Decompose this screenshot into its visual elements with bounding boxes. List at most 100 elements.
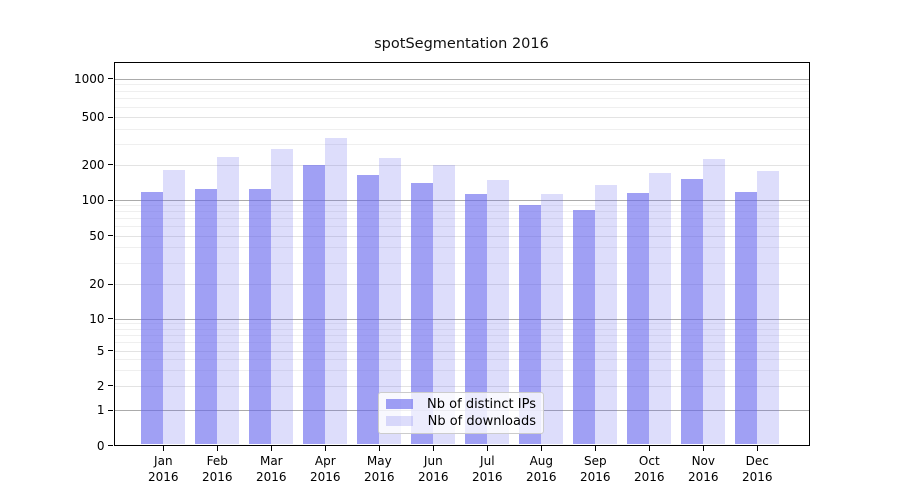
x-tick-label: Nov 2016 [673, 453, 733, 486]
bar-distinct-ips [681, 179, 704, 445]
gridline [114, 117, 809, 118]
legend-label-distinct-ips: Nb of distinct IPs [427, 396, 536, 412]
y-tick-mark [108, 385, 113, 387]
bar-downloads [379, 157, 402, 445]
gridline [114, 370, 809, 371]
x-tick-year: 2016 [364, 470, 395, 484]
plot-area [113, 62, 810, 446]
x-tick-month: Apr [314, 453, 336, 468]
gridline [114, 200, 809, 201]
x-tick-mark [648, 445, 650, 451]
x-tick-month: Jan [154, 453, 173, 468]
gridline [114, 128, 809, 130]
x-tick-year: 2016 [742, 470, 773, 484]
bar-distinct-ips [249, 189, 272, 445]
bar-downloads [487, 180, 510, 445]
bar-downloads [757, 171, 780, 445]
bar-distinct-ips [573, 209, 596, 445]
bar-distinct-ips [141, 191, 164, 445]
y-tick-mark [108, 318, 113, 320]
x-tick-month: Aug [529, 453, 554, 468]
y-tick-label: 500 [81, 110, 105, 124]
x-tick-year: 2016 [418, 470, 449, 484]
gridline [114, 385, 809, 387]
gridline [114, 318, 809, 320]
y-tick-label: 0 [96, 438, 105, 453]
bar-distinct-ips [627, 192, 650, 445]
x-tick-month: Nov [691, 453, 715, 468]
gridline [114, 164, 809, 166]
gridline [114, 90, 809, 92]
x-tick-mark [594, 445, 596, 451]
bar-distinct-ips [195, 188, 218, 445]
legend-swatch-distinct-ips [386, 399, 413, 409]
chart-title: spotSegmentation 2016 [374, 36, 549, 52]
y-tick-mark [108, 350, 113, 352]
y-tick-mark [108, 116, 113, 118]
gridline [114, 328, 809, 330]
x-tick-label: Aug 2016 [511, 453, 571, 486]
x-tick-year: 2016 [310, 470, 341, 484]
gridline [114, 235, 809, 237]
y-tick-mark [108, 283, 113, 285]
legend: Nb of distinct IPs Nb of downloads [378, 391, 544, 434]
bar-distinct-ips [411, 182, 434, 445]
gridline [114, 98, 809, 100]
x-tick-label: Oct 2016 [619, 453, 679, 486]
x-tick-mark [432, 445, 434, 451]
x-tick-month: Jun [423, 453, 443, 468]
x-tick-year: 2016 [202, 470, 233, 484]
gridline [114, 218, 809, 220]
gridline [114, 334, 809, 336]
y-tick-label: 5 [96, 343, 105, 358]
gridline [114, 323, 809, 325]
x-tick-label: Jul 2016 [457, 453, 517, 486]
y-tick-mark [108, 445, 113, 447]
y-tick-label: 200 [81, 157, 105, 172]
x-tick-month: Oct [638, 453, 660, 468]
bar-distinct-ips [465, 194, 488, 445]
bar-downloads [433, 164, 456, 445]
gridline [114, 84, 809, 86]
x-tick-mark [216, 445, 218, 451]
bar-downloads [703, 159, 726, 445]
y-tick-mark [108, 78, 113, 80]
x-tick-mark [486, 445, 488, 451]
gridline [114, 342, 809, 344]
gridline [114, 78, 809, 80]
bar-downloads [541, 194, 564, 445]
gridline [114, 211, 809, 213]
x-tick-label: Jun 2016 [403, 453, 463, 486]
gridline [114, 247, 809, 249]
gridline [114, 205, 809, 207]
gridline [114, 226, 809, 228]
y-tick-mark [108, 199, 113, 201]
gridline [114, 284, 809, 285]
x-tick-month: May [366, 453, 392, 468]
x-tick-label: Jan 2016 [133, 453, 193, 486]
gridline [114, 359, 809, 361]
x-tick-mark [378, 445, 380, 451]
x-tick-label: Apr 2016 [295, 453, 355, 486]
x-tick-label: Mar 2016 [241, 453, 301, 486]
gridline [114, 143, 809, 145]
gridline [114, 106, 809, 108]
bar-downloads [649, 172, 672, 445]
bar-downloads [271, 149, 294, 445]
x-tick-mark [270, 445, 272, 451]
x-tick-year: 2016 [634, 470, 665, 484]
y-tick-label: 1000 [73, 71, 105, 86]
x-tick-month: Jul [480, 453, 495, 468]
y-tick-label: 10 [89, 311, 105, 326]
x-tick-month: Mar [259, 453, 283, 468]
x-tick-label: Sep 2016 [565, 453, 625, 486]
legend-label-downloads: Nb of downloads [427, 413, 536, 429]
y-tick-label: 50 [89, 228, 105, 243]
x-tick-label: Feb 2016 [187, 453, 247, 486]
y-tick-label: 100 [81, 193, 105, 207]
y-tick-mark [108, 235, 113, 237]
x-tick-year: 2016 [580, 470, 611, 484]
x-tick-mark [324, 445, 326, 451]
legend-swatch-downloads [386, 416, 413, 426]
